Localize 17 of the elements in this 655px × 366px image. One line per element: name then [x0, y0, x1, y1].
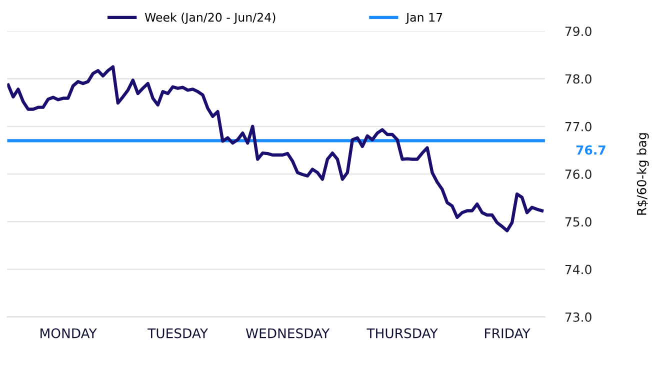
y-tick-label: 77.0	[565, 122, 592, 132]
x-tick-label: TUESDAY	[148, 328, 208, 338]
line-series	[7, 65, 544, 232]
y-tick-label: 75.0	[565, 217, 592, 227]
y-tick-label: 74.0	[565, 264, 592, 274]
text: 76.7	[576, 145, 606, 155]
y-tick-label: 73.0	[565, 312, 592, 322]
x-tick-label: THURSDAY	[366, 328, 438, 338]
y-axis-title: R$/60-kg bag	[636, 133, 649, 215]
x-tick-label: FRIDAY	[485, 328, 530, 338]
x-tick-label: WEDNESDAY	[246, 328, 330, 338]
y-tick-label: 78.0	[565, 74, 592, 84]
legend-label: Week (Jan/20 - Jun/24)	[144, 12, 276, 24]
x-tick-label: MONDAY	[40, 328, 97, 338]
y-tick-label: 76.0	[565, 170, 592, 179]
legend-label: Jan 17	[405, 12, 442, 24]
y-tick-label: 79.0	[565, 26, 592, 36]
